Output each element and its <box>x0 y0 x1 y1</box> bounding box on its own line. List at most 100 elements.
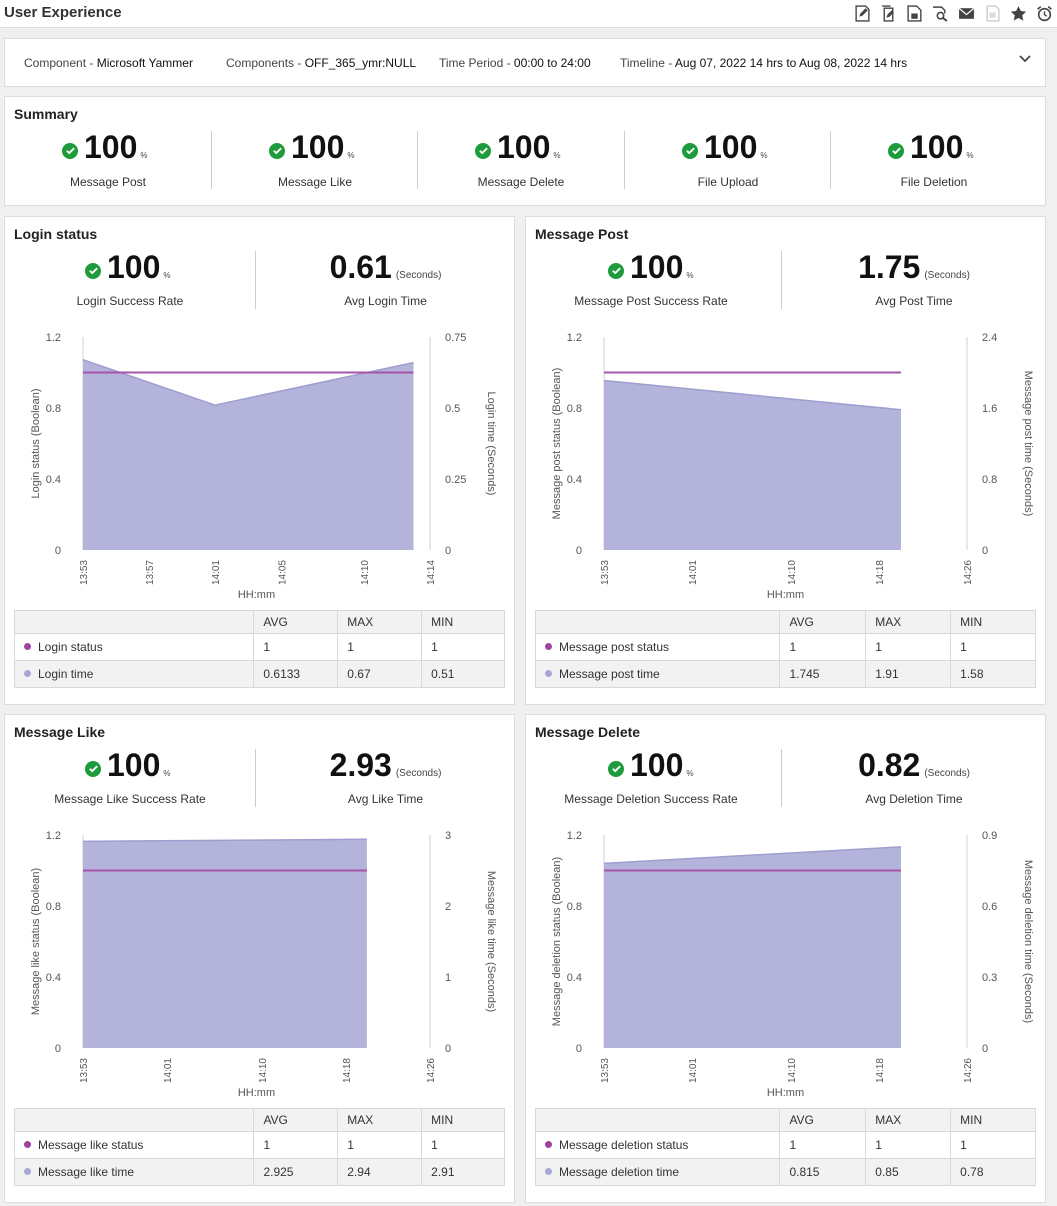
stats-series-name-cell: Message post status <box>534 633 781 661</box>
alarm-clock-icon[interactable] <box>1031 4 1057 22</box>
avg-time-kpi: 1.75 (Seconds) Avg Post Time <box>782 251 1046 309</box>
y-axis-title: Message deletion status (Boolean) <box>551 857 563 1026</box>
summary-panel: Summary 100% Message Post 100% Message Like… <box>4 96 1046 206</box>
filter-components-value: OFF_365_ymr:NULL <box>304 56 417 70</box>
stats-min-cell: 1.58 <box>950 660 1036 688</box>
y-axis-title: Login status (Boolean) <box>30 388 42 498</box>
stats-series-name: Login time <box>38 667 94 681</box>
stats-row: Login time 0.6133 0.67 0.51 <box>13 660 505 688</box>
filter-component-value: Microsoft Yammer <box>96 56 193 70</box>
x-tick-label: 14:18 <box>875 560 886 585</box>
avg-time-value-group: 2.93 (Seconds) <box>256 749 515 781</box>
y-tick-label: 0.4 <box>46 474 61 486</box>
success-rate-kpi: 100% Message Post Success Rate <box>526 251 776 309</box>
avg-time-value-group: 0.61 (Seconds) <box>256 251 515 283</box>
y2-tick-label: 2.4 <box>982 332 997 344</box>
success-check-icon <box>608 760 624 777</box>
email-icon[interactable] <box>953 4 979 22</box>
success-check-icon <box>62 142 78 159</box>
y-tick-label: 0.8 <box>46 901 61 913</box>
avg-time-label: Avg Post Time <box>875 294 953 308</box>
pdf-export-icon[interactable] <box>901 4 927 22</box>
stats-avg-cell: 1 <box>779 1131 867 1159</box>
stats-header-cell <box>534 1108 781 1132</box>
message-delete-panel: Message Delete 100% Message Deletion Succe… <box>525 714 1046 1203</box>
filter-components: Components - OFF_365_ymr:NULL <box>226 56 416 70</box>
y-tick-label: 0 <box>55 1043 61 1055</box>
edit-report-icon[interactable] <box>849 4 875 22</box>
success-rate-kpi: 100% Message Like Success Rate <box>5 749 255 807</box>
series-dot-icon <box>24 670 31 677</box>
filter-component-label: Component - <box>24 56 97 70</box>
y-axis-title: Message like status (Boolean) <box>30 868 42 1015</box>
summary-label: Message Like <box>277 175 353 189</box>
y2-axis-title: Message deletion time (Seconds) <box>1022 860 1034 1023</box>
stats-series-name-cell: Login time <box>13 660 255 688</box>
stats-table: AVG MAX MIN Login status 1 1 1 Login time 0.6133… <box>13 610 505 688</box>
stats-header-cell: MAX <box>337 610 423 634</box>
y2-tick-label: 0.75 <box>445 332 466 344</box>
x-axis-title: HH:mm <box>767 589 804 601</box>
search-report-icon[interactable] <box>927 4 953 22</box>
copy-report-icon[interactable] <box>875 4 901 22</box>
stats-series-name: Message post time <box>559 667 660 681</box>
stats-header-row: AVG MAX MIN <box>13 610 505 634</box>
stats-row: Message post time 1.745 1.91 1.58 <box>534 660 1036 688</box>
stats-header-cell <box>534 610 781 634</box>
success-rate-value: 100 <box>630 747 684 783</box>
stats-max-cell: 0.67 <box>337 660 423 688</box>
stats-header-cell: MIN <box>950 1108 1036 1132</box>
avg-time-kpi: 2.93 (Seconds) Avg Like Time <box>256 749 515 807</box>
success-rate-value: 100 <box>107 249 161 285</box>
y-tick-label: 0 <box>576 1043 582 1055</box>
avg-time-value: 1.75 <box>858 249 921 285</box>
success-check-icon <box>888 142 904 159</box>
series-dot-icon <box>545 1168 552 1175</box>
stats-max-cell: 1 <box>337 1131 423 1159</box>
stats-series-name-cell: Message deletion status <box>534 1131 781 1159</box>
time-series-area <box>83 839 367 1048</box>
stats-header-cell <box>13 1108 255 1132</box>
y-tick-label: 0.8 <box>567 403 582 415</box>
summary-divider <box>624 131 625 189</box>
success-rate-value-group: 100% <box>608 749 694 781</box>
x-tick-label: 13:53 <box>600 1058 611 1083</box>
x-tick-label: 13:53 <box>79 560 90 585</box>
success-rate-unit: % <box>686 769 694 778</box>
kpi-divider <box>255 251 256 309</box>
x-tick-label: 14:26 <box>426 1058 437 1083</box>
avg-time-value: 0.82 <box>858 747 921 783</box>
y-tick-label: 0.8 <box>567 901 582 913</box>
time-series-line <box>82 359 414 406</box>
favorite-star-icon[interactable] <box>1005 4 1031 22</box>
toolbar <box>849 4 1057 22</box>
stats-avg-cell: 1 <box>779 633 867 661</box>
summary-label: File Upload <box>697 175 759 189</box>
x-tick-label: 14:01 <box>688 1058 699 1083</box>
stats-max-cell: 1 <box>865 633 952 661</box>
success-rate-unit: % <box>163 271 171 280</box>
y-tick-label: 0 <box>55 545 61 557</box>
summary-kpi: 100% <box>62 131 148 163</box>
avg-time-unit: (Seconds) <box>395 270 442 281</box>
summary-value: 100 <box>910 129 964 165</box>
success-check-icon <box>85 760 101 777</box>
y2-tick-label: 0 <box>445 1043 451 1055</box>
stats-header-cell: MIN <box>421 1108 505 1132</box>
stats-header-cell: MAX <box>337 1108 423 1132</box>
y2-tick-label: 0.6 <box>982 901 997 913</box>
x-tick-label: 13:53 <box>79 1058 90 1083</box>
stats-header-cell: MAX <box>865 610 952 634</box>
x-tick-label: 14:18 <box>342 1058 353 1083</box>
stats-series-name-cell: Message post time <box>534 660 781 688</box>
chevron-down-icon[interactable] <box>1017 51 1033 67</box>
panel-title: Login status <box>14 226 98 242</box>
filter-timeline: Timeline - Aug 07, 2022 14 hrs to Aug 08… <box>620 56 907 70</box>
avg-time-label: Avg Like Time <box>347 792 424 806</box>
summary-kpi: 100% <box>682 131 768 163</box>
y2-tick-label: 0.8 <box>982 474 997 486</box>
stats-min-cell: 0.78 <box>950 1158 1036 1186</box>
stats-header-row: AVG MAX MIN <box>534 1108 1036 1132</box>
summary-unit: % <box>966 151 974 160</box>
x-tick-label: 14:10 <box>360 560 371 585</box>
